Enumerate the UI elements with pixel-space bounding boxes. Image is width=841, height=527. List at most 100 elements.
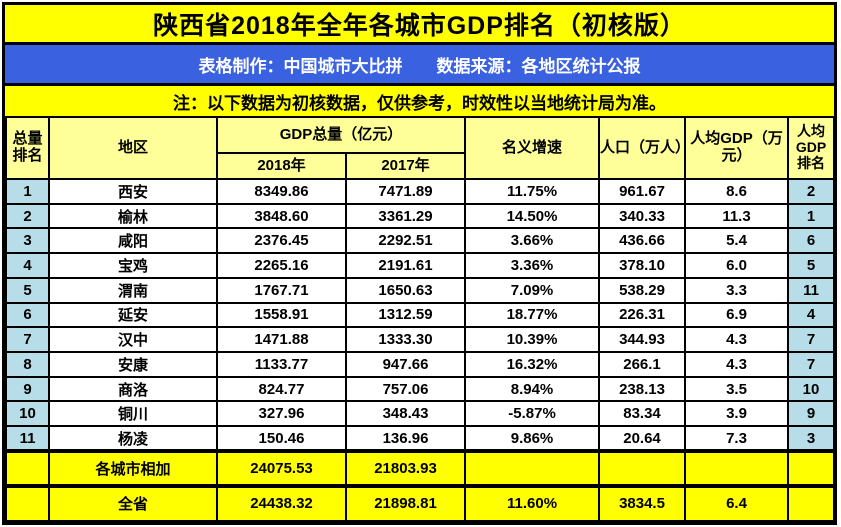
- cell-region: 渭南: [48, 276, 218, 304]
- cell-growth: 3.66%: [464, 227, 601, 255]
- gdp-table: 总量排名 地区 GDP总量（亿元） 名义增速 人口（万人） 人均GDP（万元） …: [5, 116, 836, 523]
- cell-per-capita: 6.0: [684, 252, 790, 279]
- note-bar: 注：以下数据为初核数据，仅供参考，时效性以当地统计局为准。: [5, 86, 834, 116]
- cell-pc-rank: 1: [787, 202, 836, 230]
- cell-population: [598, 448, 687, 487]
- cell-population: 961.67: [598, 178, 687, 205]
- cell-rank: [5, 483, 50, 523]
- cell-growth: 3.36%: [464, 252, 601, 279]
- cell-population: 344.93: [598, 326, 687, 354]
- cell-region: 安康: [48, 351, 218, 378]
- cell-pc-rank: 2: [787, 178, 836, 205]
- cell-gdp-2017: 348.43: [344, 400, 467, 428]
- table-row: 5 渭南 1767.71 1650.63 7.09% 538.29 3.3 11: [5, 276, 836, 304]
- cell-pc-rank: 6: [787, 227, 836, 255]
- cell-growth: 9.86%: [464, 425, 601, 452]
- cell-gdp-2018: 1471.88: [216, 326, 347, 354]
- cell-rank: 6: [5, 301, 50, 329]
- cell-gdp-2017: 1312.59: [344, 301, 467, 329]
- cell-growth: 14.50%: [464, 202, 601, 230]
- title-bar: 陕西省2018年全年各城市GDP排名（初核版）: [5, 5, 834, 45]
- credit-bar: 表格制作：中国城市大比拼 数据来源：各地区统计公报: [5, 45, 834, 86]
- header-pc-rank: 人均GDP排名: [787, 116, 836, 180]
- cell-pc-rank: 11: [787, 276, 836, 304]
- cell-region: 铜川: [48, 400, 218, 428]
- cell-gdp-2017: 136.96: [344, 425, 467, 452]
- cell-rank: 9: [5, 375, 50, 403]
- cell-rank: 7: [5, 326, 50, 354]
- cell-pc-rank: [787, 448, 836, 487]
- cell-region: 西安: [48, 178, 218, 205]
- header-growth: 名义增速: [464, 116, 601, 180]
- cell-pc-rank: [787, 483, 836, 523]
- table-row: 4 宝鸡 2265.16 2191.61 3.36% 378.10 6.0 5: [5, 252, 836, 279]
- cell-gdp-2018: 2265.16: [216, 252, 347, 279]
- cell-region: 杨凌: [48, 425, 218, 452]
- cell-region: 宝鸡: [48, 252, 218, 279]
- cell-rank: 4: [5, 252, 50, 279]
- cell-population: 83.34: [598, 400, 687, 428]
- cell-per-capita: 3.3: [684, 276, 790, 304]
- cell-region: 汉中: [48, 326, 218, 354]
- cell-growth: -5.87%: [464, 400, 601, 428]
- cell-pc-rank: 10: [787, 375, 836, 403]
- cell-per-capita: 3.9: [684, 400, 790, 428]
- cell-rank: 10: [5, 400, 50, 428]
- cell-pc-rank: 4: [787, 301, 836, 329]
- cell-growth: 10.39%: [464, 326, 601, 354]
- cell-population: 20.64: [598, 425, 687, 452]
- cell-gdp-2017: 757.06: [344, 375, 467, 403]
- cell-gdp-2017: 3361.29: [344, 202, 467, 230]
- table-row: 9 商洛 824.77 757.06 8.94% 238.13 3.5 10: [5, 375, 836, 403]
- table-header: 总量排名 地区 GDP总量（亿元） 名义增速 人口（万人） 人均GDP（万元） …: [5, 116, 836, 180]
- cell-per-capita: 4.3: [684, 351, 790, 378]
- cell-growth: 11.75%: [464, 178, 601, 205]
- cell-rank: 5: [5, 276, 50, 304]
- cell-gdp-2018: 24075.53: [216, 448, 347, 487]
- note-text: 注：以下数据为初核数据，仅供参考，时效性以当地统计局为准。: [173, 93, 666, 113]
- cell-population: 340.33: [598, 202, 687, 230]
- cell-gdp-2017: 21898.81: [344, 483, 467, 523]
- cell-population: 226.31: [598, 301, 687, 329]
- cell-rank: 8: [5, 351, 50, 378]
- cell-growth: [464, 448, 601, 487]
- cell-growth: 16.32%: [464, 351, 601, 378]
- cell-population: 238.13: [598, 375, 687, 403]
- cell-gdp-2017: 1650.63: [344, 276, 467, 304]
- cell-rank: 2: [5, 202, 50, 230]
- cell-pc-rank: 9: [787, 400, 836, 428]
- cell-gdp-2018: 2376.45: [216, 227, 347, 255]
- cell-rank: 1: [5, 178, 50, 205]
- cell-growth: 8.94%: [464, 375, 601, 403]
- table-row: 3 咸阳 2376.45 2292.51 3.66% 436.66 5.4 6: [5, 227, 836, 255]
- cell-growth: 7.09%: [464, 276, 601, 304]
- cell-pc-rank: 5: [787, 252, 836, 279]
- cell-gdp-2017: 21803.93: [344, 448, 467, 487]
- cell-population: 3834.5: [598, 483, 687, 523]
- cell-region: 各城市相加: [48, 448, 218, 487]
- header-region: 地区: [48, 116, 218, 180]
- cell-rank: 11: [5, 425, 50, 452]
- header-rank: 总量排名: [5, 116, 50, 180]
- cell-gdp-2018: 24438.32: [216, 483, 347, 523]
- cell-pc-rank: 7: [787, 326, 836, 354]
- cell-gdp-2017: 2191.61: [344, 252, 467, 279]
- header-population: 人口（万人）: [598, 116, 687, 180]
- cell-growth: 11.60%: [464, 483, 601, 523]
- cell-gdp-2018: 1133.77: [216, 351, 347, 378]
- header-gdp-group: GDP总量（亿元）: [215, 116, 467, 154]
- cell-gdp-2017: 2292.51: [344, 227, 467, 255]
- cell-gdp-2018: 8349.86: [216, 178, 347, 205]
- cell-growth: 18.77%: [464, 301, 601, 329]
- table-body: 1 西安 8349.86 7471.89 11.75% 961.67 8.6 2 2 榆林 3848…: [5, 178, 836, 523]
- cell-per-capita: 7.3: [684, 425, 790, 452]
- cell-region: 商洛: [48, 375, 218, 403]
- cell-per-capita: 8.6: [684, 178, 790, 205]
- cell-gdp-2017: 1333.30: [344, 326, 467, 354]
- cell-population: 378.10: [598, 252, 687, 279]
- cell-gdp-2017: 947.66: [344, 351, 467, 378]
- table-row: 10 铜川 327.96 348.43 -5.87% 83.34 3.9 9: [5, 400, 836, 428]
- table-row: 7 汉中 1471.88 1333.30 10.39% 344.93 4.3 7: [5, 326, 836, 354]
